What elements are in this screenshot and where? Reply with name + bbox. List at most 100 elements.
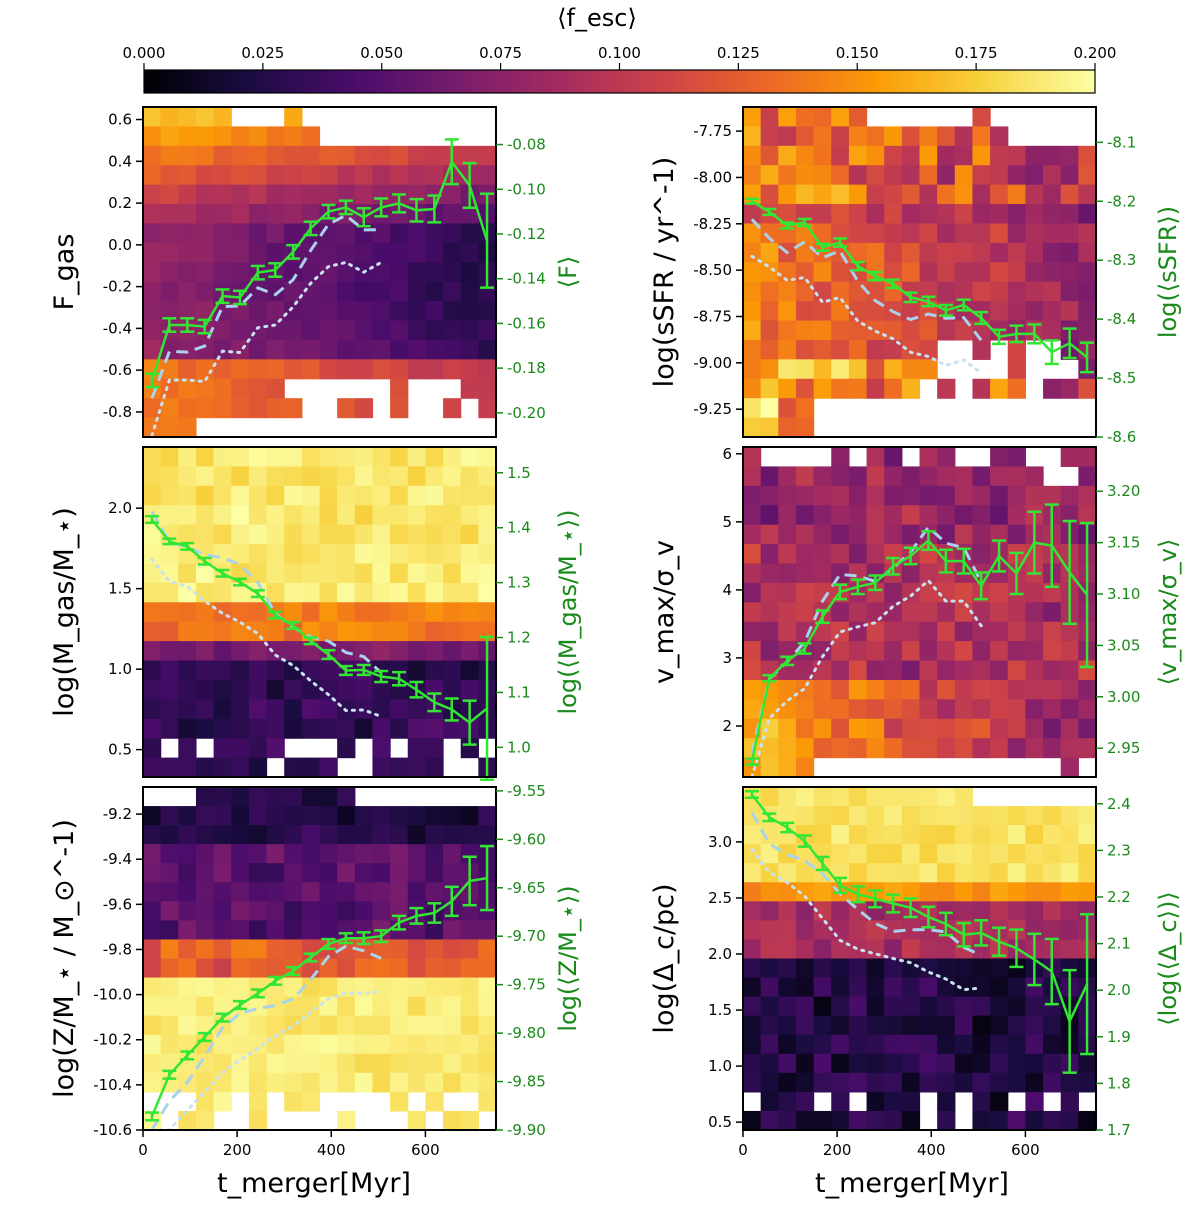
heatmap-cell [813,996,832,1017]
heatmap-cell [178,757,197,777]
error-bar [744,757,759,766]
y-tick-label: 1.5 [708,1001,732,1019]
heatmap-cell [213,641,232,662]
heatmap-cell [195,825,215,845]
heatmap-cell [443,544,462,565]
heatmap-cell [354,863,374,883]
y-tick-label: -9.6 [103,895,132,913]
heatmap-cell [954,699,974,720]
heatmap-cell [1043,1110,1062,1130]
heatmap-cell [337,165,356,186]
heatmap-cell [248,339,268,360]
heatmap-cell [266,939,285,960]
heatmap-cell [443,281,462,302]
heatmap-cell [160,301,179,322]
heatmap-cell [143,184,162,205]
heatmap-cell [795,1072,815,1093]
heatmap-cell [319,602,338,623]
heatmap-cell [884,1110,903,1130]
y-tick-label: 0.0 [108,236,132,254]
heatmap-cell [937,901,956,921]
heatmap-cell [248,806,268,826]
y2-tick-label: 1.3 [507,574,531,592]
heatmap-cell [178,806,197,826]
heatmap-cell [425,524,444,545]
heatmap-cell [937,126,956,147]
heatmap-cell [178,339,197,360]
error-bar [162,537,177,546]
heatmap-cell [937,806,956,826]
contour-dashed [750,218,983,342]
y2-tick-label: -0.08 [507,136,546,154]
heatmap-cell [443,262,462,283]
heatmap-cell [884,844,903,864]
heatmap-cell [848,1053,868,1074]
heatmap-cell [972,1053,991,1074]
colorbar-tick-label: 0.200 [1074,44,1117,62]
heatmap-cell [831,699,850,720]
heatmap-cell [337,466,356,487]
heatmap-cell [866,281,885,302]
heatmap-cell [478,485,496,506]
heatmap-cell [195,398,215,419]
heatmap-cell [760,301,779,322]
heatmap-cell [743,505,762,526]
heatmap-cell [919,863,938,883]
heatmap-cell [231,958,250,979]
heatmap-cell [178,718,197,739]
heatmap-cell [231,447,250,468]
heatmap-cell [972,1034,991,1055]
heatmap-cell [248,1091,268,1112]
heatmap-cell [795,699,815,720]
heatmap-cell [407,863,426,883]
heatmap-cell [990,165,1009,186]
heatmap-cell [143,602,162,623]
heatmap-cell [1007,738,1026,759]
heatmap-cell [848,679,868,700]
heatmap-cell [178,466,197,487]
heatmap-cell [178,582,197,603]
heatmap-cell [1007,165,1026,186]
heatmap-cell [972,505,991,526]
heatmap-cell [1043,679,1062,700]
heatmap-cell [337,505,356,526]
heatmap-cell [354,524,374,545]
heatmap-cell [743,563,762,584]
heatmap-cell [937,447,956,468]
heatmap-cell [937,863,956,883]
heatmap-cell [866,939,885,960]
heatmap-cell [919,339,938,360]
heatmap-cell [866,738,885,759]
heatmap-cell [884,204,903,225]
heatmap-cell [1007,485,1026,506]
heatmap-cell [231,485,250,506]
heatmap-cell [795,485,815,506]
heatmap-cell [319,242,338,263]
heatmap-cell [1060,844,1079,864]
heatmap-cell [337,1072,356,1093]
heatmap-cell [884,378,903,399]
heatmap-cell [919,563,938,584]
heatmap-cell [937,281,956,302]
heatmap-cell [213,1053,232,1074]
heatmap-cell [425,447,444,468]
panel-frame [142,106,497,438]
error-bar [938,303,953,317]
heatmap-cell [831,660,850,681]
heatmap-cell [1043,320,1062,341]
error-bar [815,609,830,625]
heatmap-cell [284,1091,303,1112]
heatmap-cell [143,1034,162,1055]
heatmap-cell [1043,844,1062,864]
heatmap-cell [760,1110,779,1130]
heatmap-cell [937,320,956,341]
heatmap-cell [301,806,321,826]
heatmap-cell [266,339,285,360]
error-bar [780,655,795,667]
heatmap-cell [743,447,762,468]
heatmap-cell [884,145,903,166]
heatmap-cell [743,281,762,302]
heatmap-cell [284,996,303,1017]
heatmap-cell [425,223,444,244]
heatmap-cell [795,621,815,642]
